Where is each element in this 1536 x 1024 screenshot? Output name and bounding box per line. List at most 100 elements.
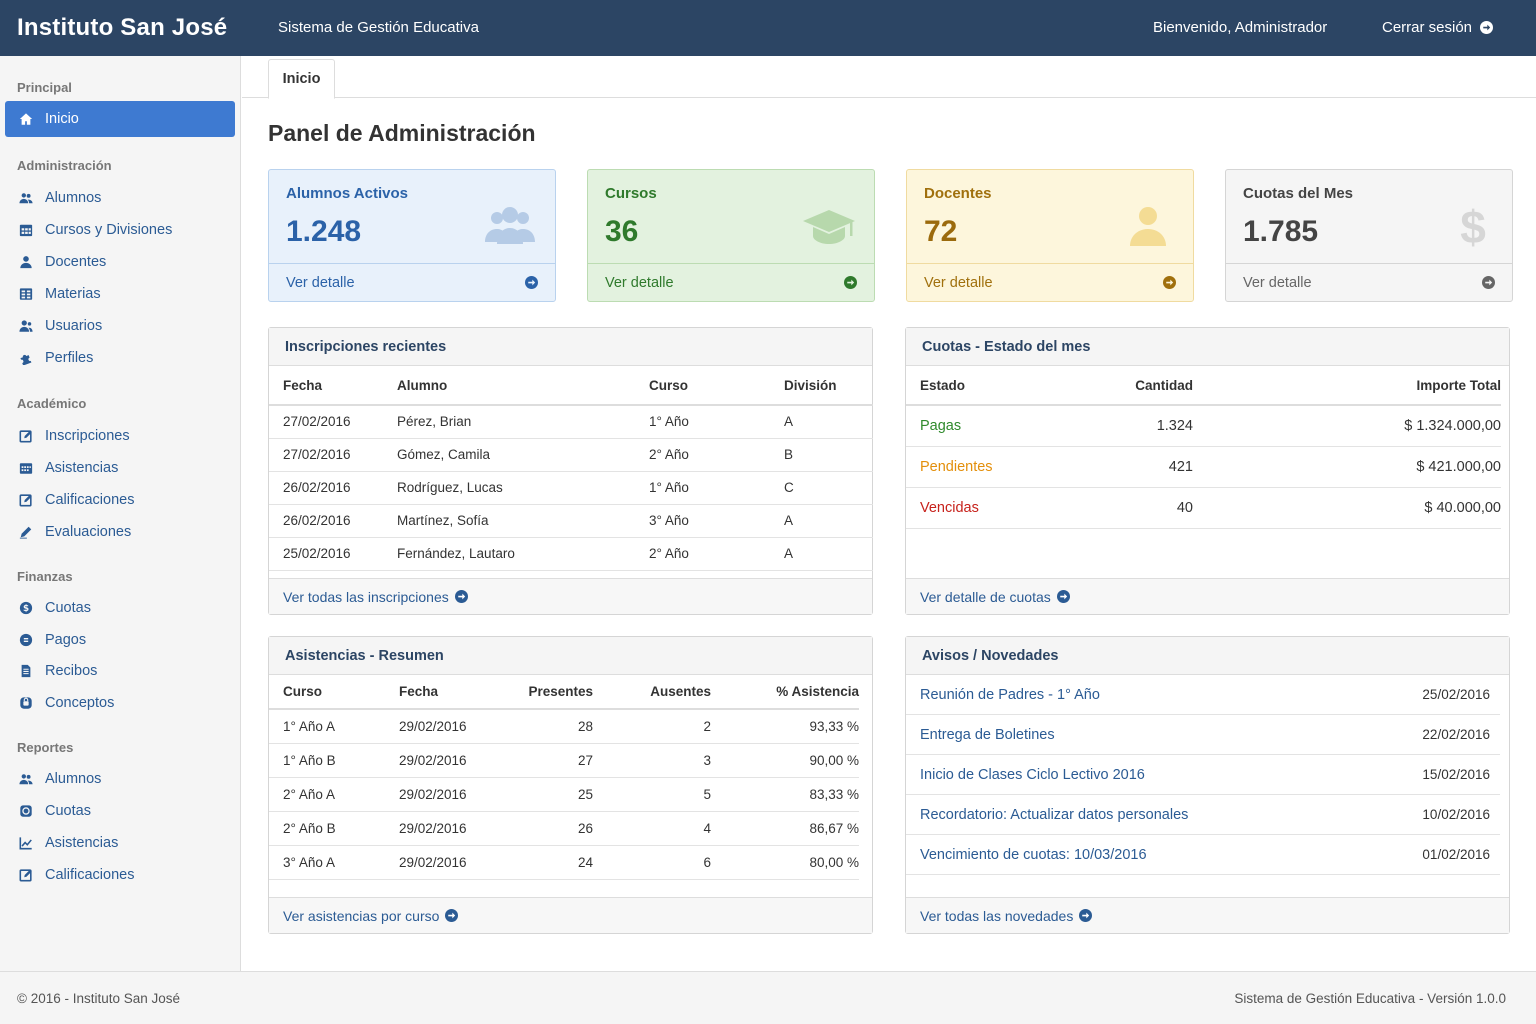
card-title: Alumnos Activos	[286, 185, 408, 202]
copyright-text: © 2016 - Instituto San José	[17, 991, 181, 1006]
table-cell: 1° Año B	[283, 752, 336, 768]
sidebar-item-label: Asistencias	[45, 460, 119, 476]
status-label-pendientes: Pendientes	[920, 458, 993, 475]
table-cell: B	[784, 447, 794, 462]
news-link[interactable]: Reunión de Padres - 1° Año	[920, 686, 1100, 703]
list-item: Recordatorio: Actualizar datos personale…	[906, 795, 1500, 835]
card-title: Cursos	[605, 185, 657, 202]
sidebar-item-label: Cursos y Divisiones	[45, 222, 173, 238]
puzzle-icon	[19, 351, 33, 365]
panel-inscripciones: Inscripciones recientes Fecha Alumno Cur…	[268, 327, 873, 615]
news-link[interactable]: Recordatorio: Actualizar datos personale…	[920, 806, 1189, 823]
table-cell: 26/02/2016	[283, 480, 351, 495]
svg-text:$: $	[23, 604, 29, 614]
sidebar-item-label: Perfiles	[45, 350, 94, 366]
table-cell: 1° Año	[649, 480, 689, 495]
table-cell: 27/02/2016	[283, 447, 351, 462]
sidebar-item-recibos[interactable]: Recibos	[5, 655, 235, 687]
ver-detalle-cuotas-link[interactable]: Ver detalle de cuotas	[906, 578, 1509, 614]
column-header: Estado	[920, 377, 966, 393]
arrow-circle-right-icon	[1163, 276, 1176, 289]
card-footer-link[interactable]: Ver detalle	[269, 263, 555, 301]
column-header: Curso	[649, 377, 689, 393]
table-cell: 86,67 %	[809, 820, 859, 836]
table-header-row: Estado Cantidad Importe Total	[906, 366, 1501, 405]
news-link[interactable]: Entrega de Boletines	[920, 726, 1055, 743]
news-date: 10/02/2016	[1422, 807, 1490, 822]
tab-inicio[interactable]: Inicio	[268, 59, 335, 99]
table-cell: $ 40.000,00	[1424, 499, 1501, 516]
stat-card-alumnos-activos: Alumnos Activos 1.248 Ver detalle	[268, 169, 556, 302]
table-cell: 83,33 %	[809, 786, 859, 802]
card-footer-link[interactable]: Ver detalle	[1226, 263, 1512, 301]
ver-todas-novedades-link[interactable]: Ver todas las novedades	[906, 897, 1509, 933]
dollar-icon: $	[1439, 203, 1495, 249]
arrow-circle-right-icon	[1482, 276, 1495, 289]
sidebar-item-calificaciones[interactable]: Calificaciones	[5, 484, 235, 516]
sidebar-item-alumnos[interactable]: Alumnos	[5, 182, 235, 214]
tag-icon	[19, 696, 33, 710]
sidebar-item-reporte-alumnos[interactable]: Alumnos	[5, 763, 235, 795]
sidebar-section-finanzas: Finanzas	[17, 569, 73, 584]
sidebar-item-reporte-calificaciones[interactable]: Calificaciones	[5, 859, 235, 891]
table-row: Vencidas 40 $ 40.000,00	[906, 487, 1501, 528]
sidebar-item-asistencias[interactable]: Asistencias	[5, 452, 235, 484]
column-header: Cantidad	[1135, 377, 1193, 393]
panel-cuotas-estado: Cuotas - Estado del mes Estado Cantidad …	[905, 327, 1510, 615]
logout-button[interactable]: Cerrar sesión	[1382, 19, 1494, 36]
arrow-circle-right-icon	[1056, 590, 1070, 603]
sidebar-section-principal: Principal	[17, 80, 72, 95]
column-header: Ausentes	[650, 684, 711, 699]
users-icon	[482, 203, 538, 249]
table-row: 1° Año B 29/02/2016 27 3 90,00 %	[269, 743, 859, 777]
table-row: 27/02/2016 Pérez, Brian 1° Año A	[269, 405, 873, 438]
cuotas-table: Estado Cantidad Importe Total Pagas 1.32…	[906, 366, 1501, 529]
sidebar-item-conceptos[interactable]: Conceptos	[5, 687, 235, 719]
table-cell: 4	[703, 820, 711, 836]
table-row: 2° Año B 29/02/2016 26 4 86,67 %	[269, 811, 859, 845]
card-footer-label: Ver detalle	[286, 274, 355, 291]
sidebar-section-academico: Académico	[17, 396, 87, 411]
table-cell: A	[784, 546, 794, 561]
table-cell: 25	[577, 786, 593, 802]
status-label-pagas: Pagas	[920, 417, 962, 434]
sidebar-item-evaluaciones[interactable]: Evaluaciones	[5, 516, 235, 548]
brand-title[interactable]: Instituto San José	[17, 14, 228, 41]
sidebar-item-cuotas[interactable]: $ Cuotas	[5, 592, 235, 624]
panel-footer-label: Ver detalle de cuotas	[920, 588, 1051, 605]
news-link[interactable]: Inicio de Clases Ciclo Lectivo 2016	[920, 766, 1145, 783]
user-icon	[1120, 203, 1176, 249]
table-cell: 3	[703, 752, 711, 768]
pencil-icon	[19, 525, 33, 539]
asistencias-table: Curso Fecha Presentes Ausentes % Asisten…	[269, 675, 859, 880]
card-footer-link[interactable]: Ver detalle	[907, 263, 1193, 301]
sidebar-item-pagos[interactable]: Pagos	[5, 624, 235, 656]
sidebar-item-docentes[interactable]: Docentes	[5, 246, 235, 278]
table-cell: Rodríguez, Lucas	[397, 480, 503, 495]
sidebar-item-inscripciones[interactable]: Inscripciones	[5, 420, 235, 452]
sidebar-item-materias[interactable]: Materias	[5, 278, 235, 310]
table-cell: 26/02/2016	[283, 513, 351, 528]
ver-asistencias-por-curso-link[interactable]: Ver asistencias por curso	[269, 897, 872, 933]
table-cell: Pérez, Brian	[397, 414, 472, 430]
sidebar-item-label: Calificaciones	[45, 867, 135, 883]
sidebar-item-perfiles[interactable]: Perfiles	[5, 342, 235, 374]
table-row: Pagas 1.324 $ 1.324.000,00	[906, 405, 1501, 446]
card-footer-link[interactable]: Ver detalle	[588, 263, 874, 301]
table-cell: 6	[703, 854, 711, 870]
arrow-circle-right-icon	[525, 276, 538, 289]
sidebar-item-cursos-divisiones[interactable]: Cursos y Divisiones	[5, 214, 235, 246]
sidebar-item-reporte-asistencias[interactable]: Asistencias	[5, 827, 235, 859]
sidebar-item-reporte-cuotas[interactable]: Cuotas	[5, 795, 235, 827]
table-header-row: Fecha Alumno Curso División	[269, 366, 873, 405]
sidebar-item-label: Conceptos	[45, 695, 115, 711]
ver-todas-inscripciones-link[interactable]: Ver todas las inscripciones	[269, 578, 872, 614]
column-header: Fecha	[283, 377, 323, 393]
page-title: Panel de Administración	[268, 120, 536, 146]
sidebar-item-label: Cuotas	[45, 803, 91, 819]
table-row: 26/02/2016 Martínez, Sofía 3° Año A	[269, 504, 873, 537]
sidebar-item-inicio[interactable]: Inicio	[5, 101, 235, 137]
news-link[interactable]: Vencimiento de cuotas: 10/03/2016	[920, 846, 1147, 863]
column-header: Importe Total	[1416, 377, 1501, 393]
sidebar-item-usuarios[interactable]: Usuarios	[5, 310, 235, 342]
